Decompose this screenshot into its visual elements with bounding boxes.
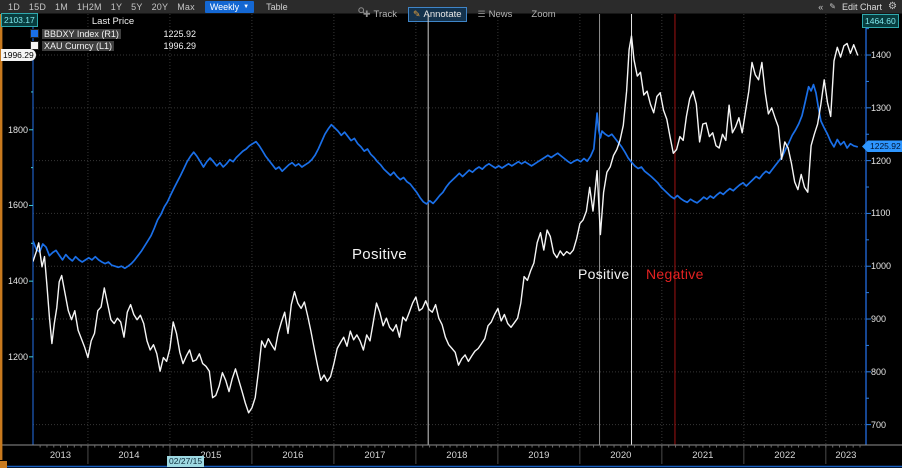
chevron-down-icon: ▼ bbox=[243, 3, 250, 10]
right-axis-tick-label: 1000 bbox=[871, 261, 892, 272]
x-axis-year-label: 2018 bbox=[446, 450, 468, 461]
legend-item[interactable]: BBDXY Index (R1) 1225.92 bbox=[30, 28, 196, 39]
legend: Last Price BBDXY Index (R1) 1225.92 XAU Cu… bbox=[30, 16, 196, 52]
range-button-1h2m[interactable]: 1H2M bbox=[76, 1, 102, 12]
right-high-badge: 1464.60 bbox=[862, 14, 899, 29]
legend-item-value: 1225.92 bbox=[163, 28, 196, 39]
legend-title: Last Price bbox=[91, 16, 135, 27]
tool-track-label: Track bbox=[373, 8, 397, 20]
legend-swatch-icon bbox=[30, 41, 39, 50]
right-axis-tick-label: 900 bbox=[871, 314, 887, 325]
annotation-text: Positive bbox=[578, 266, 630, 282]
track-icon: ✚ bbox=[363, 8, 371, 19]
range-buttons: 1D 15D 1M 1H2M 1Y 5Y 20Y Max bbox=[0, 2, 195, 12]
period-label: Weekly bbox=[209, 1, 240, 12]
tool-zoom-label: Zoom bbox=[531, 8, 556, 20]
tool-track-button[interactable]: ✚ Track bbox=[358, 7, 402, 22]
legend-swatch-icon bbox=[30, 29, 39, 38]
tool-annotate-button[interactable]: ✎ Annotate bbox=[407, 6, 467, 22]
legend-item[interactable]: XAU Curncy (L1) 1996.29 bbox=[30, 40, 196, 51]
right-axis-tick-label: 800 bbox=[871, 366, 887, 377]
pencil-icon: ✎ bbox=[829, 2, 836, 11]
left-high-badge: 2103.17 bbox=[1, 12, 38, 27]
x-axis-year-label: 2023 bbox=[835, 450, 857, 461]
chart-tools: ✚ Track ✎ Annotate ☰ News Zoom bbox=[358, 6, 561, 22]
toolbar-right: « ✎ Edit Chart ⚙ bbox=[818, 0, 897, 13]
collapse-icon[interactable]: « bbox=[818, 1, 824, 12]
x-axis-year-label: 2013 bbox=[49, 450, 72, 461]
tool-news-button[interactable]: ☰ News bbox=[473, 7, 518, 22]
legend-item-label: XAU Curncy (L1) bbox=[42, 40, 115, 51]
table-button[interactable]: Table bbox=[266, 1, 288, 12]
range-button-15d[interactable]: 15D bbox=[28, 1, 47, 12]
tool-annotate-label: Annotate bbox=[423, 8, 462, 20]
range-button-20y[interactable]: 20Y bbox=[151, 1, 169, 12]
right-axis-tick-label: 1200 bbox=[871, 155, 892, 166]
x-axis-year-label: 2019 bbox=[528, 450, 550, 461]
gear-icon[interactable]: ⚙ bbox=[888, 1, 897, 12]
left-axis-tick-label: 1200 bbox=[7, 351, 28, 362]
x-axis-year-label: 2015 bbox=[200, 450, 222, 461]
range-button-1y[interactable]: 1Y bbox=[110, 1, 123, 12]
tool-zoom-button[interactable]: Zoom bbox=[358, 7, 560, 22]
left-axis-tick-label: 1800 bbox=[7, 124, 28, 135]
x-axis-year-label: 2021 bbox=[692, 450, 714, 461]
range-button-5y[interactable]: 5Y bbox=[131, 1, 143, 12]
right-axis-tick-label: 1400 bbox=[871, 50, 892, 61]
range-button-1m[interactable]: 1M bbox=[55, 1, 68, 12]
series-xau-curncy bbox=[33, 35, 859, 414]
annotation-text: Positive bbox=[352, 246, 407, 263]
date-marker-badge: 02/27/15 bbox=[167, 456, 205, 467]
left-axis-tick-label: 1400 bbox=[7, 276, 28, 287]
annotation-text: Negative bbox=[646, 266, 704, 282]
x-axis-year-label: 2014 bbox=[118, 450, 140, 461]
edit-chart-button[interactable]: Edit Chart bbox=[842, 1, 883, 12]
x-axis-year-label: 2017 bbox=[364, 450, 386, 461]
left-axis-tick-label: 1600 bbox=[7, 200, 28, 211]
range-button-1d[interactable]: 1D bbox=[8, 1, 20, 12]
right-axis-tick-label: 700 bbox=[871, 419, 887, 430]
right-axis-tick-label: 1100 bbox=[871, 208, 891, 219]
x-axis-year-label: 2022 bbox=[774, 450, 796, 461]
series-bbdxy-index bbox=[33, 83, 859, 270]
right-last-badge: 1225.92 bbox=[862, 140, 902, 153]
annotate-icon: ✎ bbox=[412, 8, 421, 19]
tool-news-label: News bbox=[488, 8, 513, 20]
legend-item-value: 1996.29 bbox=[163, 40, 196, 51]
right-axis-tick-label: 1300 bbox=[871, 102, 892, 113]
news-icon: ☰ bbox=[477, 8, 486, 19]
x-axis-year-label: 2020 bbox=[610, 450, 632, 461]
legend-item-label: BBDXY Index (R1) bbox=[42, 28, 121, 39]
x-axis-year-label: 2016 bbox=[282, 450, 304, 461]
left-last-badge: 1996.29 bbox=[1, 49, 36, 61]
period-dropdown[interactable]: Weekly ▼ bbox=[204, 0, 255, 13]
range-button-max[interactable]: Max bbox=[177, 1, 195, 12]
